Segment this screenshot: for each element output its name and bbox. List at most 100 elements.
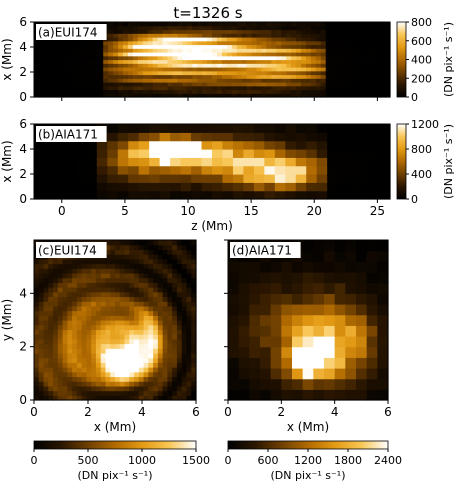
heatmap-cell <box>377 357 389 369</box>
heatmap-cell <box>172 352 178 359</box>
heatmap-cell <box>296 89 302 94</box>
heatmap-cell <box>365 70 371 76</box>
heatmap-cell <box>124 305 130 312</box>
heatmap-cell <box>148 244 154 251</box>
heatmap-cell <box>129 249 135 255</box>
heatmap-cell <box>216 78 223 83</box>
heatmap-cell <box>377 314 389 326</box>
heatmap-cell <box>232 165 245 175</box>
heatmap-cell <box>157 85 164 91</box>
heatmap-cell <box>107 124 119 133</box>
heatmap-cell <box>305 78 312 83</box>
heatmap-cell <box>238 368 250 380</box>
heatmap-cell <box>153 343 159 349</box>
heatmap-cell <box>266 37 272 42</box>
heatmap-cell <box>148 301 154 307</box>
colorbar-label: (DN pix⁻¹ s⁻¹) <box>442 22 455 97</box>
heatmap-cell <box>78 52 85 57</box>
heatmap-cell <box>43 263 49 269</box>
heatmap-cell <box>172 305 178 312</box>
heatmap-cell <box>98 44 104 49</box>
heatmap-cell <box>177 40 183 46</box>
heatmap-cell <box>172 89 178 94</box>
heatmap-cell <box>266 55 272 61</box>
heatmap-cell <box>138 258 145 265</box>
heatmap-cell <box>48 324 54 331</box>
heatmap-cell <box>143 244 149 251</box>
heatmap-cell <box>191 376 197 382</box>
heatmap-cell <box>152 40 159 46</box>
heatmap-cell <box>236 67 243 72</box>
heatmap-cell <box>128 140 140 150</box>
heatmap-cell <box>221 44 228 49</box>
heatmap-cell <box>83 52 89 57</box>
heatmap-cell <box>324 314 336 326</box>
heatmap-cell <box>100 268 107 274</box>
heatmap-cell <box>53 268 59 274</box>
heatmap-cell <box>132 44 139 49</box>
heatmap-cell <box>271 48 277 53</box>
heatmap-cell <box>281 78 287 83</box>
heatmap-cell <box>119 357 126 363</box>
heatmap-cell <box>313 261 325 273</box>
heatmap-cell <box>212 48 218 53</box>
colorbar-bar <box>227 440 389 450</box>
heatmap-cell <box>152 55 159 61</box>
heatmap-cell <box>212 140 224 150</box>
heatmap-cell <box>38 357 45 363</box>
heatmap-cell <box>212 22 218 27</box>
heatmap-cell <box>68 59 75 64</box>
heatmap-cell <box>129 390 135 396</box>
heatmap-cell <box>181 362 188 368</box>
heatmap-cell <box>350 44 356 49</box>
heatmap-cell <box>167 268 173 274</box>
heatmap-cell <box>324 368 336 380</box>
heatmap-cell <box>177 82 183 87</box>
heatmap-cell <box>134 277 140 283</box>
heatmap-cell <box>324 250 336 262</box>
heatmap-cell <box>291 48 297 53</box>
heatmap-cell <box>181 315 188 321</box>
heatmap-cell <box>48 82 55 87</box>
heatmap-cell <box>142 89 149 94</box>
heatmap-cell <box>48 362 54 368</box>
heatmap-cell <box>48 277 54 283</box>
heatmap-cell <box>334 389 346 401</box>
heatmap-cell <box>159 174 171 183</box>
heatmap-cell <box>186 329 192 335</box>
heatmap-cell <box>110 240 116 246</box>
heatmap-cell <box>129 348 135 354</box>
heatmap-cell <box>334 282 346 294</box>
heatmap-cell <box>192 44 198 49</box>
heatmap-cell <box>270 346 282 358</box>
heatmap-cell <box>132 52 139 57</box>
heatmap-cell <box>358 182 370 192</box>
heatmap-cell <box>73 52 80 57</box>
heatmap-cell <box>167 22 174 27</box>
heatmap-cell <box>138 244 145 251</box>
heatmap-cell <box>276 74 282 79</box>
heatmap-cell <box>285 149 297 158</box>
heatmap-cell <box>157 348 164 354</box>
heatmap-cell <box>105 320 111 326</box>
heatmap-cell <box>134 324 140 331</box>
heatmap-cell <box>261 89 267 94</box>
heatmap-cell <box>67 381 73 387</box>
heatmap-cell <box>91 320 97 326</box>
heatmap-cell <box>360 33 366 38</box>
heatmap-cell <box>186 338 192 345</box>
heatmap-cell <box>143 367 149 373</box>
heatmap-cell <box>148 324 154 331</box>
heatmap-cell <box>192 22 198 27</box>
heatmap-cell <box>355 55 361 61</box>
heatmap-cell <box>63 82 70 87</box>
heatmap-cell <box>91 367 97 373</box>
heatmap-cell <box>81 352 88 359</box>
heatmap-cell <box>191 305 197 312</box>
heatmap-cell <box>216 82 223 87</box>
heatmap-cell <box>207 37 213 42</box>
heatmap-cell <box>221 40 228 46</box>
heatmap-cell <box>274 157 286 167</box>
heatmap-cell <box>330 67 337 72</box>
